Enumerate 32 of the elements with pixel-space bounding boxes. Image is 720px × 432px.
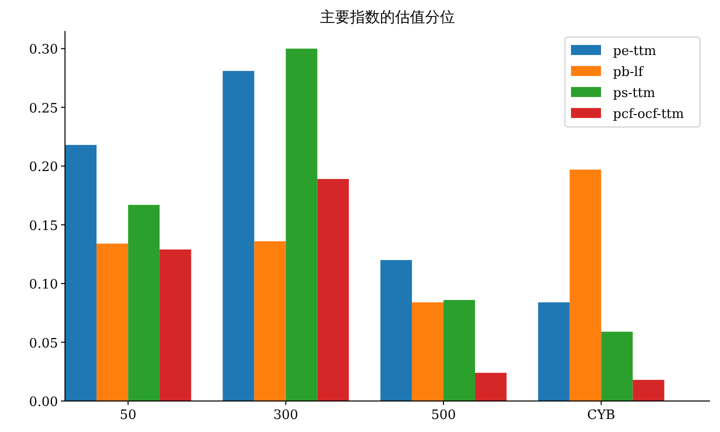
y-tick-label: 0.00 xyxy=(29,395,58,410)
legend-label: pcf-ocf-ttm xyxy=(613,107,684,122)
chart-title: 主要指数的估值分位 xyxy=(320,8,455,26)
y-tick-label: 0.25 xyxy=(29,101,58,116)
legend-label: pb-lf xyxy=(613,65,644,80)
x-tick-label: CYB xyxy=(587,408,616,423)
y-tick-label: 0.10 xyxy=(29,278,58,293)
legend-label: ps-ttm xyxy=(613,86,656,101)
bar xyxy=(65,144,97,401)
bar xyxy=(601,332,633,401)
bar xyxy=(128,204,160,401)
bar xyxy=(96,244,128,401)
bar xyxy=(475,372,507,401)
x-tick-label: 50 xyxy=(120,408,136,423)
bar xyxy=(443,300,476,401)
bar xyxy=(317,179,349,401)
bar xyxy=(160,249,192,401)
bar xyxy=(286,48,318,401)
bar xyxy=(570,170,602,401)
x-tick-label: 500 xyxy=(431,408,456,423)
y-tick-label: 0.20 xyxy=(29,160,58,176)
bar xyxy=(632,380,664,401)
legend-label: pe-ttm xyxy=(613,44,656,59)
bar xyxy=(538,302,570,401)
bar xyxy=(380,260,412,401)
bar xyxy=(254,241,286,401)
bar xyxy=(412,302,444,401)
y-tick-label: 0.15 xyxy=(29,218,58,234)
bar xyxy=(222,70,254,401)
y-tick-label: 0.30 xyxy=(29,42,58,58)
x-tick-label: 300 xyxy=(273,408,298,423)
y-tick-label: 0.05 xyxy=(29,336,58,352)
